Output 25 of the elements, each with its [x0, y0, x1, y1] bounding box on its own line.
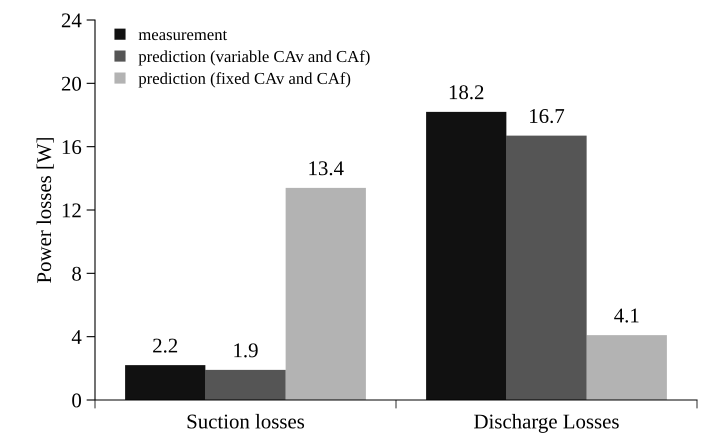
- legend-label: prediction (fixed CAv and CAf): [138, 72, 350, 88]
- y-axis-title: Power losses [W]: [36, 138, 54, 283]
- y-tick-label: 24: [62, 13, 82, 28]
- x-tick-label: Suction losses: [188, 414, 304, 429]
- bar: [586, 335, 667, 400]
- data-label: 1.9: [234, 343, 258, 358]
- y-tick-label: 12: [62, 203, 81, 218]
- bar: [426, 112, 506, 400]
- bar: [205, 370, 286, 400]
- y-tick-label: 4: [72, 330, 82, 344]
- legend-label: measurement: [138, 30, 228, 40]
- data-label: 2.2: [153, 338, 178, 353]
- data-label: 16.7: [530, 109, 564, 124]
- bar: [506, 136, 587, 400]
- y-tick-label: 16: [62, 140, 82, 154]
- bar: [125, 365, 206, 400]
- bar: [286, 188, 366, 400]
- data-label: 4.1: [614, 308, 639, 323]
- y-tick-label: 0: [72, 393, 82, 408]
- data-label: 13.4: [309, 161, 344, 176]
- x-tick-label: Discharge Losses: [474, 414, 619, 433]
- y-tick-label: 8: [72, 266, 82, 281]
- data-label: 18.2: [450, 85, 484, 100]
- legend-label: prediction (variable CAv and CAf): [138, 50, 370, 66]
- y-tick-label: 20: [62, 76, 82, 91]
